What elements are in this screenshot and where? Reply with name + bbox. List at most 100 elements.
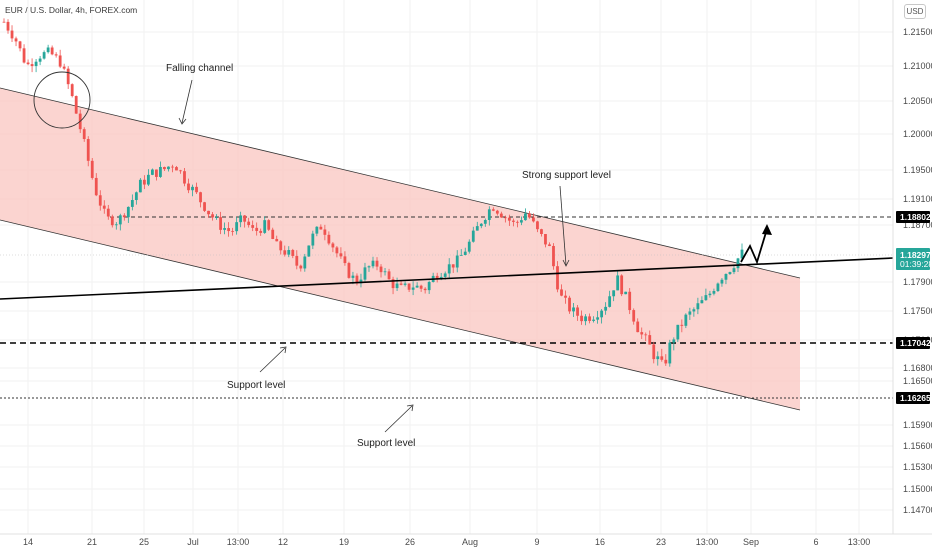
candle-body <box>688 311 692 315</box>
x-tick-label: 16 <box>595 537 605 547</box>
candle-body <box>146 174 150 185</box>
candle-body <box>86 139 90 161</box>
candle-body <box>199 192 202 203</box>
candle-body <box>167 166 170 170</box>
candle-body <box>712 291 716 294</box>
breakout-circle <box>33 71 91 129</box>
falling-channel-fill <box>0 88 800 410</box>
candle-body <box>660 356 664 360</box>
candle-body <box>367 266 371 268</box>
price-badge-2-text: 1.17042 <box>900 338 931 348</box>
candle-body <box>307 245 311 257</box>
candle-body <box>195 186 198 193</box>
candle-body <box>584 316 587 322</box>
time-axis[interactable] <box>0 534 932 550</box>
candle-body <box>411 287 415 290</box>
candle-body <box>38 58 42 62</box>
candle-body <box>403 283 407 285</box>
candle-body <box>696 303 700 310</box>
candle-body <box>263 220 267 233</box>
candle-body <box>46 47 50 53</box>
candle-body <box>227 228 231 232</box>
candle-body <box>499 213 503 218</box>
candle-body <box>359 279 363 284</box>
candle-body <box>592 319 595 321</box>
chart-title: EUR / U.S. Dollar, 4h, FOREX.com <box>5 5 137 15</box>
candle-body <box>130 200 134 207</box>
candle-body <box>175 167 178 171</box>
candle-body <box>122 215 126 218</box>
candle-body <box>90 160 94 178</box>
candle-body <box>383 271 387 273</box>
candle-body <box>183 171 186 184</box>
candle-body <box>636 321 640 333</box>
candle-body <box>467 241 471 252</box>
candle-body <box>335 247 339 254</box>
candle-body <box>303 256 307 269</box>
price-badge-2: 1.17042 <box>896 337 931 349</box>
candle-body <box>740 249 744 259</box>
y-tick-label: 1.19500 <box>903 165 932 175</box>
candle-body <box>279 241 283 251</box>
candle-body <box>82 129 86 140</box>
y-tick-label: 1.17900 <box>903 277 932 287</box>
candle-body <box>588 316 591 321</box>
candle-body <box>118 215 122 225</box>
candle-body <box>363 267 367 280</box>
current-price-badge: 1.18297 01:39:28 <box>896 248 932 270</box>
candle-body <box>435 275 439 280</box>
x-tick-label: 14 <box>23 537 33 547</box>
candle-body <box>572 307 575 312</box>
candle-body <box>259 230 263 233</box>
candle-body <box>283 250 287 255</box>
candle-body <box>142 179 146 185</box>
candle-body <box>351 275 355 278</box>
x-tick-label: 12 <box>278 537 288 547</box>
candle-body <box>608 296 612 307</box>
candle-body <box>58 55 62 67</box>
candle-body <box>159 166 162 177</box>
candle-body <box>191 186 194 191</box>
candle-body <box>648 335 652 345</box>
candle-body <box>600 310 604 318</box>
x-tick-label: 26 <box>405 537 415 547</box>
candle-body <box>455 255 459 268</box>
candle-body <box>70 84 74 97</box>
candle-body <box>62 66 66 69</box>
falling-channel-label: Falling channel <box>166 63 233 74</box>
candle-body <box>138 179 142 193</box>
channel-upper-line <box>0 87 801 279</box>
candle-body <box>495 210 499 214</box>
currency-button[interactable]: USD <box>904 4 926 19</box>
candle-body <box>628 291 632 311</box>
candle-body <box>419 285 423 289</box>
price-badge-3: 1.16265 <box>896 392 931 404</box>
candle-body <box>451 264 455 268</box>
candle-body <box>74 96 78 114</box>
candle-body <box>14 38 18 42</box>
x-tick-label: 9 <box>534 537 539 547</box>
candle-body <box>487 209 491 221</box>
candle-body <box>391 279 395 289</box>
y-tick-label: 1.19100 <box>903 194 932 204</box>
channel-lower-line <box>0 219 801 411</box>
candle-body <box>371 260 375 267</box>
candle-body <box>632 310 636 322</box>
x-tick-label: Aug <box>462 537 478 547</box>
candle-body <box>215 217 218 218</box>
candle-body <box>255 227 259 231</box>
candle-body <box>507 217 511 221</box>
candle-body <box>179 170 182 172</box>
candle-body <box>560 289 563 296</box>
candle-body <box>151 169 154 175</box>
candle-body <box>459 254 463 256</box>
candle-body <box>700 300 704 304</box>
candle-body <box>515 221 519 223</box>
y-tick-label: 1.15300 <box>903 462 932 472</box>
candle-body <box>423 288 427 291</box>
candle-body <box>596 317 600 320</box>
candle-body <box>155 169 158 177</box>
candle-body <box>644 334 648 336</box>
candle-body <box>552 245 555 267</box>
